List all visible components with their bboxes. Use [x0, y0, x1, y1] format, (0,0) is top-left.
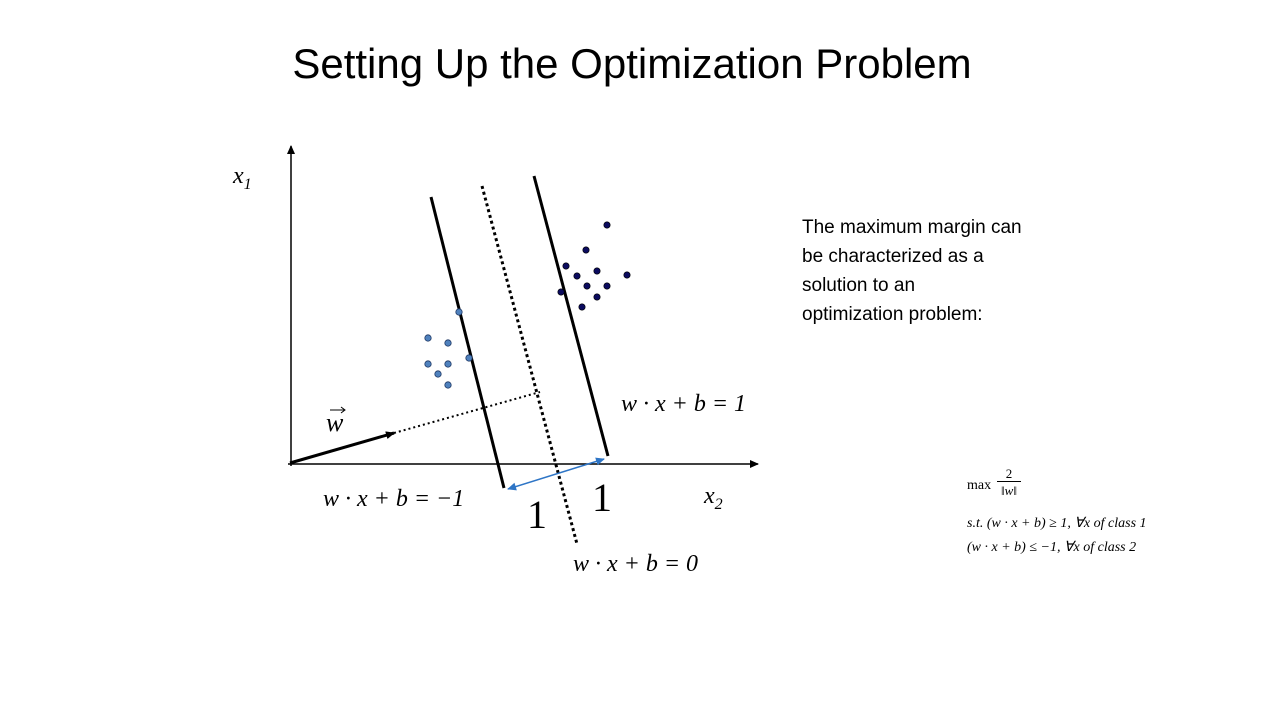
optimization-max-label: max	[967, 478, 992, 493]
hyperplane-plus-one	[532, 175, 610, 457]
equation-plus-one: w · x + b = 1	[621, 391, 746, 417]
class-2-point	[434, 370, 442, 378]
decision-boundary	[480, 185, 579, 545]
fraction-bar	[997, 481, 1021, 482]
class-1-point	[582, 246, 590, 254]
description-text: The maximum margin can be characterized …	[802, 213, 1072, 329]
class-1-point	[593, 267, 601, 275]
constraint-class-2: (w · x + b) ≤ −1, ∀x of class 2	[967, 540, 1137, 555]
hyperplane-minus-one	[429, 196, 506, 489]
description-line: The maximum margin can	[802, 217, 1022, 238]
x2-axis-label: x2	[703, 483, 723, 513]
fraction-numerator: 2	[1005, 466, 1013, 481]
margin-label-left: 1	[527, 492, 547, 537]
class-1-point	[578, 303, 586, 311]
w-direction-dotted	[393, 391, 541, 434]
class-2-point	[444, 360, 452, 368]
class-1-point	[557, 288, 565, 296]
class-2-point	[455, 308, 463, 316]
class-2-point	[444, 381, 452, 389]
constraint-class-1: s.t. (w · x + b) ≥ 1, ∀x of class 1	[967, 516, 1147, 531]
equation-minus-one: w · x + b = −1	[323, 486, 464, 512]
optimization-fraction: 2 ‖w‖	[997, 466, 1021, 499]
class-1-point	[583, 282, 591, 290]
class-1-point	[573, 272, 581, 280]
class-1-point	[562, 262, 570, 270]
class-2-point	[465, 354, 473, 362]
x1-axis-label: x1	[232, 163, 252, 193]
class-1-point	[603, 282, 611, 290]
class-1-point	[593, 293, 601, 301]
svg-text:w: w	[326, 408, 344, 437]
class-2-point	[424, 334, 432, 342]
class-1-point	[623, 271, 631, 279]
slide-title: Setting Up the Optimization Problem	[292, 40, 972, 87]
class-2-points	[424, 308, 473, 389]
class-2-point	[424, 360, 432, 368]
margin-arrow	[507, 457, 605, 491]
class-2-point	[444, 339, 452, 347]
equation-zero: w · x + b = 0	[573, 551, 698, 577]
description-line: solution to an	[802, 275, 916, 296]
w-vector	[289, 431, 395, 465]
fraction-denominator: ‖w‖	[1001, 483, 1017, 498]
description-line: optimization problem:	[802, 304, 983, 325]
margin-label-right: 1	[592, 475, 612, 520]
class-1-points	[557, 221, 631, 311]
w-label: w	[326, 406, 346, 437]
class-1-point	[603, 221, 611, 229]
description-line: be characterized as a	[802, 246, 984, 267]
